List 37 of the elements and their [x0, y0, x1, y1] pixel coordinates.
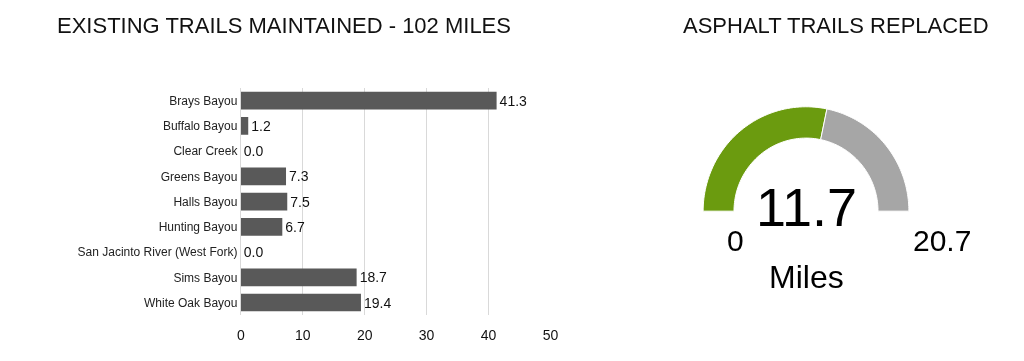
- data-label: 18.7: [359, 269, 388, 286]
- chart-title: ASPHALT TRAILS REPLACED: [683, 13, 989, 38]
- y-tick-label: Sims Bayou: [173, 270, 238, 285]
- data-label: 0.0: [243, 244, 264, 261]
- bar: [240, 192, 288, 211]
- data-label: 7.5: [290, 193, 310, 210]
- y-tick-label: Buffalo Bayou: [162, 119, 238, 134]
- bar: [240, 293, 361, 312]
- bar: [240, 91, 497, 110]
- text: 0: [727, 224, 744, 257]
- bar: [240, 167, 287, 186]
- text: Miles: [769, 259, 844, 295]
- bar: [240, 117, 249, 135]
- data-label: 41.3: [499, 92, 528, 109]
- chart-title: EXISTING TRAILS MAINTAINED - 102 MILES: [57, 13, 511, 38]
- data-label: 7.3: [289, 168, 309, 185]
- y-tick-label: Hunting Bayou: [158, 220, 238, 235]
- data-label: 19.4: [363, 294, 392, 311]
- y-tick-label: White Oak Bayou: [144, 295, 238, 310]
- x-tick-label: 20: [356, 327, 373, 344]
- x-tick-label: 30: [418, 327, 435, 344]
- x-tick-label: 0: [236, 327, 245, 344]
- bar: [240, 268, 357, 287]
- y-tick-label: Halls Bayou: [173, 194, 238, 209]
- y-tick-label: Brays Bayou: [169, 93, 238, 108]
- data-label: 1.2: [251, 117, 271, 134]
- data-label: 0.0: [243, 143, 264, 160]
- bar: [240, 218, 283, 236]
- x-tick-label: 40: [480, 327, 497, 344]
- x-tick-label: 10: [294, 327, 311, 344]
- y-tick-label: San Jacinto River (West Fork): [77, 245, 238, 260]
- data-label: 11.7: [756, 177, 858, 237]
- y-tick-label: Greens Bayou: [160, 169, 238, 184]
- x-tick-label: 50: [542, 327, 559, 344]
- text: 20.7: [913, 224, 972, 257]
- data-label: 6.7: [285, 218, 305, 235]
- y-tick-label: Clear Creek: [173, 144, 239, 159]
